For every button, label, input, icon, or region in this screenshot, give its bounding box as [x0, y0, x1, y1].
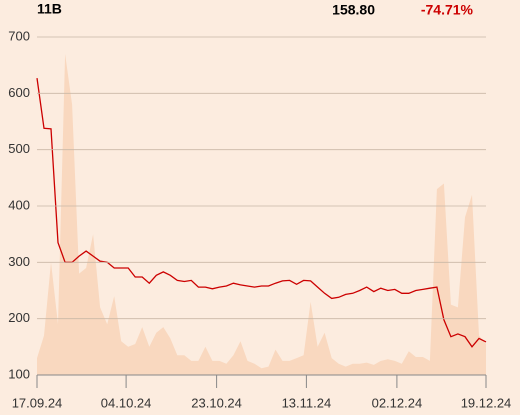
- x-tick-label: 04.10.24: [101, 395, 152, 410]
- y-tick-label: 100: [8, 366, 30, 381]
- y-tick-label: 200: [8, 310, 30, 325]
- volume-label: 11B: [37, 1, 62, 17]
- y-tick-label: 600: [8, 85, 30, 100]
- x-tick-label: 23.10.24: [191, 395, 242, 410]
- x-tick-label: 02.12.24: [372, 395, 423, 410]
- volume-area: [37, 53, 486, 376]
- x-tick-label: 13.11.24: [282, 395, 332, 410]
- price-line: [36, 78, 487, 348]
- y-tick-label: 400: [8, 197, 30, 212]
- y-tick-label: 700: [8, 28, 30, 43]
- change-label: -74.71%: [421, 2, 474, 18]
- y-tick-label: 300: [8, 254, 30, 269]
- x-tick-label: 17.09.24: [12, 395, 63, 410]
- y-tick-label: 500: [8, 141, 30, 156]
- price-label: 158.80: [332, 2, 375, 18]
- x-tick-label: 19.12.24: [461, 395, 512, 410]
